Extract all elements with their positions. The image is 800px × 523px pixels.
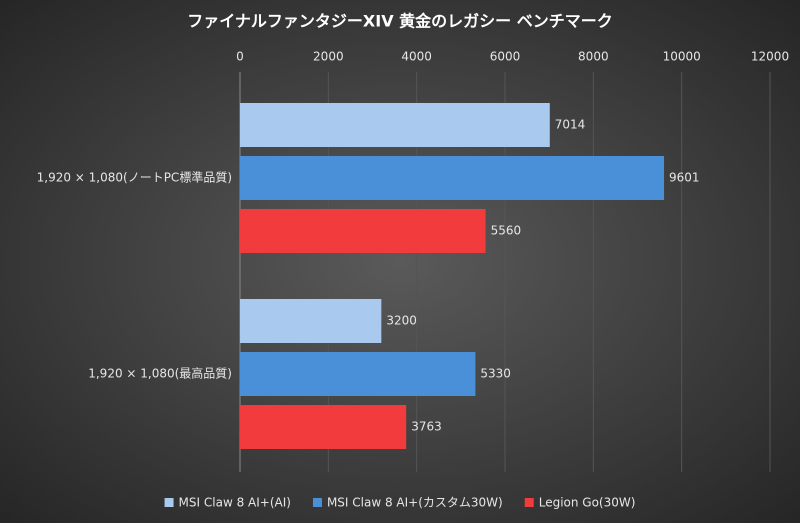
x-tick-label: 10000	[663, 50, 701, 64]
x-tick-label: 0	[236, 50, 244, 64]
bar	[240, 405, 407, 449]
y-tick-label: 1,920 × 1,080(最高品質)	[88, 366, 232, 381]
value-label: 5330	[480, 367, 511, 381]
x-tick-label: 6000	[490, 50, 521, 64]
y-tick-label: 1,920 × 1,080(ノートPC標準品質)	[37, 170, 232, 185]
legend-swatch	[164, 498, 174, 507]
x-tick-label: 8000	[578, 50, 609, 64]
legend-label: MSI Claw 8 AI+(カスタム30W)	[327, 496, 503, 510]
value-label: 9601	[669, 171, 700, 185]
bar	[240, 352, 476, 396]
value-label: 3200	[386, 314, 417, 328]
value-label: 3763	[411, 420, 442, 434]
legend-swatch	[524, 498, 534, 507]
chart-title: ファイナルファンタジーXIV 黄金のレガシー ベンチマーク	[187, 12, 613, 31]
x-tick-label: 12000	[751, 50, 789, 64]
legend-swatch	[312, 498, 322, 507]
legend-label: MSI Claw 8 AI+(AI)	[179, 496, 291, 510]
value-label: 5560	[491, 224, 522, 238]
value-label: 7014	[555, 118, 586, 132]
bar	[240, 103, 550, 147]
bar	[240, 156, 665, 200]
bar	[240, 209, 486, 253]
x-tick-label: 4000	[401, 50, 432, 64]
x-tick-label: 2000	[313, 50, 344, 64]
bar	[240, 299, 382, 343]
legend-label: Legion Go(30W)	[539, 496, 636, 510]
